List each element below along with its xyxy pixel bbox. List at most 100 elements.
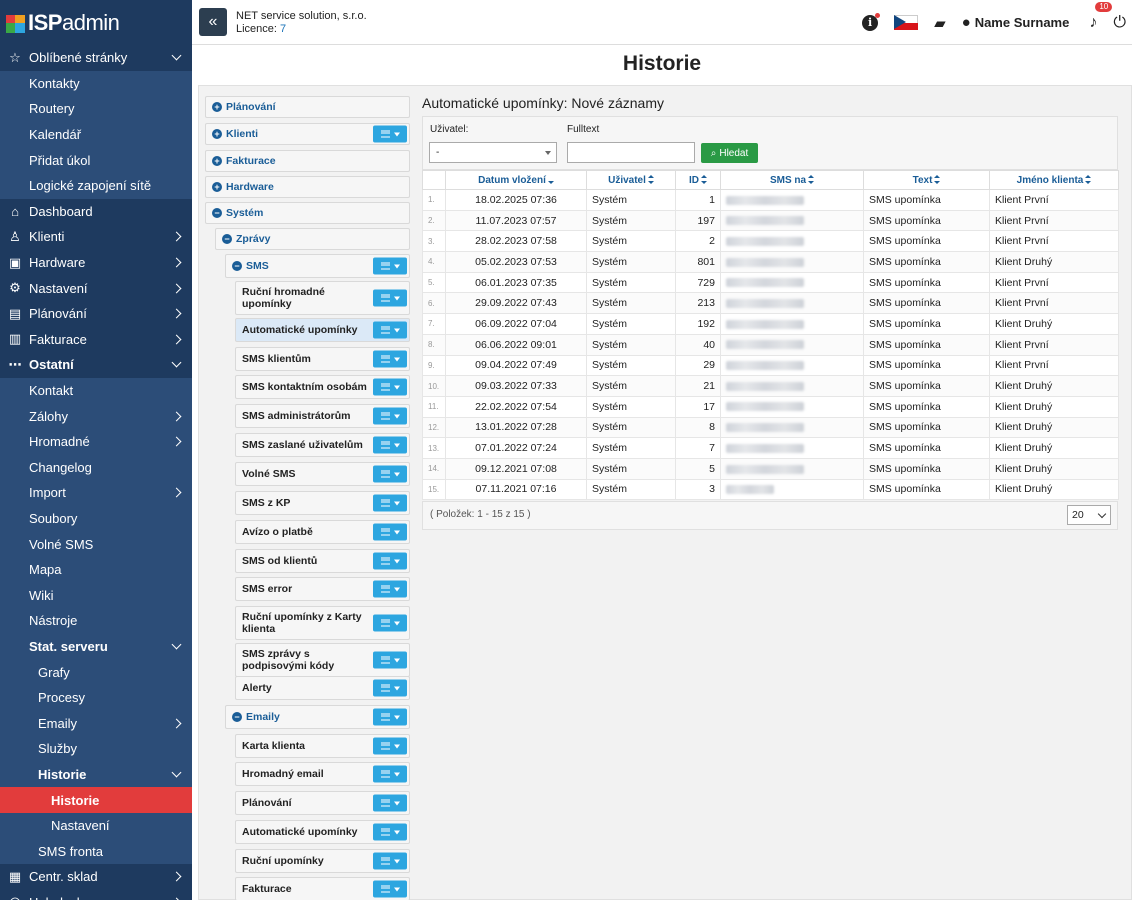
- col-id[interactable]: ID: [675, 170, 721, 190]
- node-menu-button[interactable]: [373, 580, 407, 598]
- sidebar-item[interactable]: Routery: [0, 96, 192, 122]
- tree-node[interactable]: − Systém: [205, 202, 410, 224]
- tree-node[interactable]: + Fakturace: [205, 150, 410, 172]
- sidebar-item[interactable]: Changelog: [0, 454, 192, 481]
- sidebar-item[interactable]: ▤ Plánování: [0, 300, 192, 327]
- user-menu[interactable]: ● Name Surname: [962, 14, 1070, 31]
- sidebar-item[interactable]: Přidat úkol: [0, 147, 192, 173]
- sidebar-item[interactable]: Kalendář: [0, 121, 192, 148]
- table-row[interactable]: 2. 11.07.2023 07:57 Systém 197 SMS upomínka K…: [422, 209, 1119, 232]
- collapse-minus-icon[interactable]: −: [212, 208, 222, 218]
- table-row[interactable]: 10. 09.03.2022 07:33 Systém 21 SMS upomínka K…: [422, 375, 1119, 397]
- table-row[interactable]: 3. 28.02.2023 07:58 Systém 2 SMS upomínka Kli…: [422, 230, 1119, 253]
- sidebar-item[interactable]: Kontakty: [0, 70, 192, 97]
- table-row[interactable]: 4. 05.02.2023 07:53 Systém 801 SMS upomínka K…: [422, 251, 1119, 273]
- node-menu-button[interactable]: [373, 679, 407, 697]
- notifications-bell[interactable]: ♪ 10: [1089, 1, 1113, 32]
- tree-node[interactable]: − Emaily: [225, 705, 410, 729]
- node-menu-button[interactable]: [373, 880, 407, 898]
- tree-node[interactable]: Karta klienta: [235, 734, 410, 758]
- table-row[interactable]: 9. 09.04.2022 07:49 Systém 29 SMS upomínka Kl…: [422, 354, 1119, 377]
- tree-node[interactable]: Fakturace: [235, 877, 410, 900]
- sidebar-item[interactable]: ♙ Klienti: [0, 224, 192, 250]
- logout-power-icon[interactable]: ⏻: [1113, 13, 1126, 31]
- sidebar-item[interactable]: ☆ Oblíbené stránky: [0, 45, 192, 71]
- sidebar-item[interactable]: Mapa: [0, 556, 192, 583]
- language-flag-icon[interactable]: [894, 15, 919, 30]
- table-row[interactable]: 6. 29.09.2022 07:43 Systém 213 SMS upomínka K…: [422, 292, 1119, 315]
- node-menu-button[interactable]: [373, 321, 407, 339]
- sidebar-item[interactable]: Grafy: [0, 659, 192, 685]
- collapse-sidebar-button[interactable]: «: [199, 8, 227, 36]
- tree-node[interactable]: SMS klientům: [235, 347, 410, 371]
- sidebar-item[interactable]: ▦ Centr. sklad: [0, 864, 192, 890]
- book-icon[interactable]: ▰: [934, 14, 946, 32]
- tree-node[interactable]: − Zprávy: [215, 228, 410, 250]
- sidebar-item[interactable]: Procesy: [0, 684, 192, 711]
- table-row[interactable]: 1. 18.02.2025 07:36 Systém 1 SMS upomínka Kli…: [422, 189, 1119, 211]
- node-menu-button[interactable]: [373, 708, 407, 726]
- sidebar-item[interactable]: ◎ Helpdesk: [0, 889, 192, 900]
- sidebar-item[interactable]: ⚙ Nastavení: [0, 275, 192, 301]
- tree-node[interactable]: SMS od klientů: [235, 549, 410, 573]
- node-menu-button[interactable]: [373, 125, 407, 143]
- tree-node[interactable]: SMS administrátorům: [235, 404, 410, 428]
- sidebar-item[interactable]: ▥ Fakturace: [0, 326, 192, 353]
- tree-node[interactable]: Plánování: [235, 791, 410, 815]
- node-menu-button[interactable]: [373, 523, 407, 541]
- sidebar-item[interactable]: Zálohy: [0, 403, 192, 429]
- node-menu-button[interactable]: [373, 465, 407, 483]
- collapse-minus-icon[interactable]: −: [222, 234, 232, 244]
- node-menu-button[interactable]: [373, 378, 407, 396]
- logo[interactable]: ISPadmin: [0, 0, 192, 45]
- col-client[interactable]: Jméno klienta: [989, 170, 1119, 190]
- tree-node[interactable]: SMS kontaktním osobám: [235, 375, 410, 399]
- node-menu-button[interactable]: [373, 436, 407, 454]
- tree-node[interactable]: Ruční hromadné upomínky: [235, 281, 410, 315]
- node-menu-button[interactable]: [373, 737, 407, 755]
- table-row[interactable]: 5. 06.01.2023 07:35 Systém 729 SMS upomínka K…: [422, 271, 1119, 294]
- node-menu-button[interactable]: [373, 852, 407, 870]
- node-menu-button[interactable]: [373, 614, 407, 632]
- table-row[interactable]: 15. 07.11.2021 07:16 Systém 3 SMS upomínka Kl…: [422, 478, 1119, 501]
- col-sms-to[interactable]: SMS na: [720, 170, 864, 190]
- fulltext-input[interactable]: [567, 142, 695, 163]
- tree-node[interactable]: SMS error: [235, 577, 410, 601]
- sidebar-item[interactable]: Stat. serveru: [0, 633, 192, 660]
- tree-node[interactable]: + Klienti: [205, 123, 410, 145]
- tree-node[interactable]: SMS zprávy s podpisovými kódy: [235, 643, 410, 677]
- table-row[interactable]: 7. 06.09.2022 07:04 Systém 192 SMS upomínka K…: [422, 313, 1119, 335]
- sidebar-item[interactable]: ▣ Hardware: [0, 249, 192, 276]
- tree-node[interactable]: Hromadný email: [235, 762, 410, 786]
- node-menu-button[interactable]: [373, 257, 407, 275]
- page-size-select[interactable]: 20: [1067, 505, 1111, 525]
- col-user[interactable]: Uživatel: [586, 170, 676, 190]
- sidebar-item[interactable]: Emaily: [0, 710, 192, 737]
- node-menu-button[interactable]: [373, 289, 407, 307]
- tree-node[interactable]: + Plánování: [205, 96, 410, 118]
- search-button[interactable]: ⌕ Hledat: [701, 143, 758, 163]
- sidebar-item[interactable]: ⌂ Dashboard: [0, 198, 192, 225]
- tree-node[interactable]: Ruční upomínky: [235, 849, 410, 873]
- expand-plus-icon[interactable]: +: [212, 156, 222, 166]
- sidebar-item[interactable]: Služby: [0, 736, 192, 762]
- tree-node[interactable]: Automatické upomínky: [235, 318, 410, 342]
- collapse-minus-icon[interactable]: −: [232, 261, 242, 271]
- sidebar-item[interactable]: Volné SMS: [0, 531, 192, 557]
- expand-plus-icon[interactable]: +: [212, 182, 222, 192]
- tree-node[interactable]: + Hardware: [205, 176, 410, 198]
- sidebar-item[interactable]: Historie: [0, 787, 192, 813]
- sidebar-item[interactable]: Logické zapojení sítě: [0, 172, 192, 199]
- sidebar-item[interactable]: Historie: [0, 761, 192, 788]
- sidebar-item[interactable]: Hromadné: [0, 428, 192, 455]
- tree-node[interactable]: Automatické upomínky: [235, 820, 410, 844]
- node-menu-button[interactable]: [373, 407, 407, 425]
- sidebar-item[interactable]: Kontakt: [0, 377, 192, 404]
- table-row[interactable]: 11. 22.02.2022 07:54 Systém 17 SMS upomínka K…: [422, 395, 1119, 418]
- node-menu-button[interactable]: [373, 350, 407, 368]
- table-row[interactable]: 12. 13.01.2022 07:28 Systém 8 SMS upomínka Kl…: [422, 416, 1119, 439]
- user-select[interactable]: -: [429, 142, 557, 163]
- col-date[interactable]: Datum vložení: [445, 170, 587, 190]
- sidebar-item[interactable]: ⋯ Ostatní: [0, 352, 192, 378]
- tree-node[interactable]: Volné SMS: [235, 462, 410, 486]
